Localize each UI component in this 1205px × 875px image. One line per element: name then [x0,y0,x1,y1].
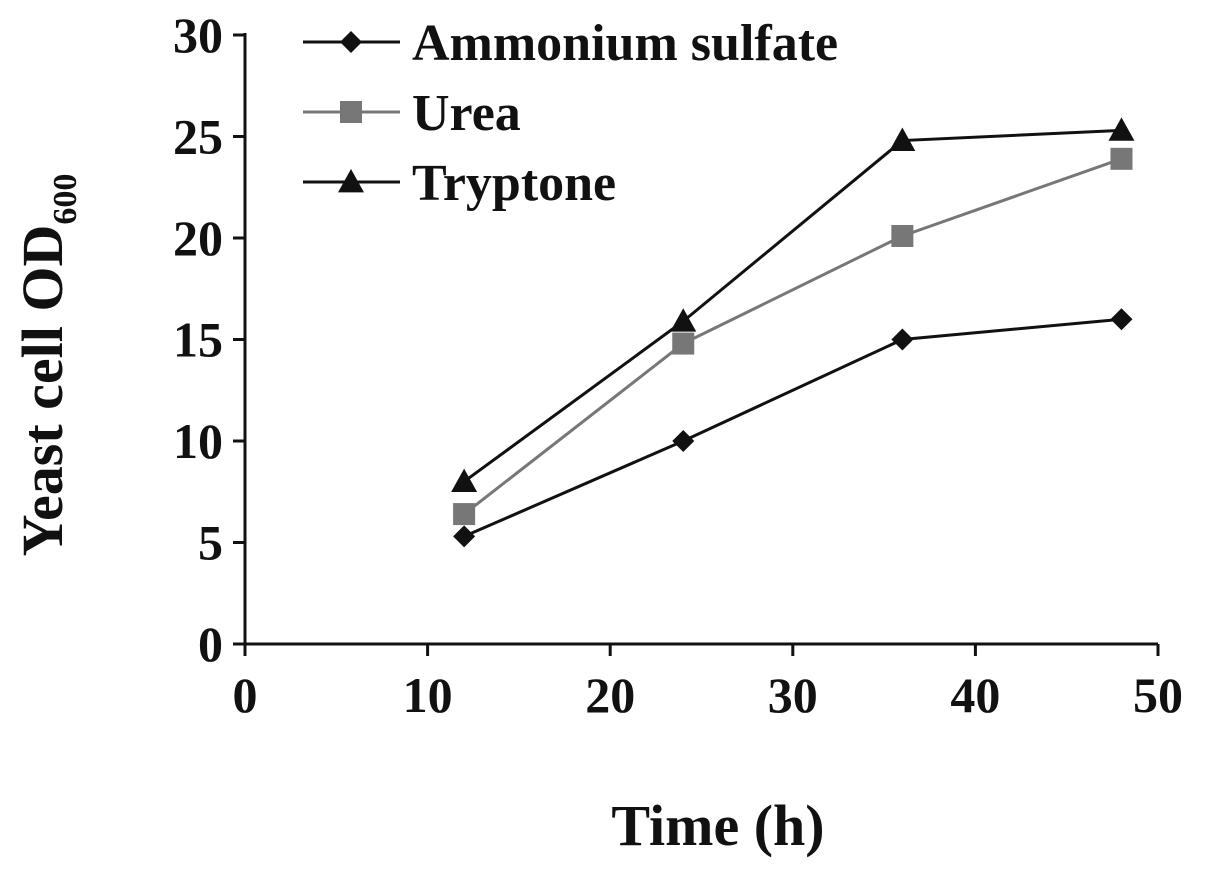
series-ammonium-sulfate [453,308,1133,548]
legend-item-tryptone: Tryptone [303,155,616,212]
y-tick-label: 30 [173,7,223,63]
y-tick-label: 5 [198,515,223,571]
data-point-ammonium-sulfate [672,430,695,452]
y-tick-label: 15 [173,312,223,368]
legend-marker [338,169,364,193]
series-line-urea [463,157,1122,516]
data-point-ammonium-sulfate [1110,308,1133,331]
x-tick-label: 0 [233,667,258,723]
series-line-tryptone [463,128,1122,483]
data-point-tryptone [1108,117,1135,141]
y-tick-label: 20 [173,210,223,266]
x-tick-label: 30 [768,667,818,723]
data-point-tryptone [889,127,916,151]
data-point-urea [453,503,476,526]
legend-item-ammonium-sulfate: Ammonium sulfate [303,15,838,72]
legend-item-urea: Urea [303,85,521,142]
y-tick-label: 10 [173,413,223,469]
x-tick-label: 50 [1133,667,1183,723]
legend-marker [340,101,362,123]
data-point-urea [1110,147,1133,170]
axes [243,33,1158,646]
y-axis-title: Yeast cell OD600 [10,174,84,557]
data-point-ammonium-sulfate [453,525,476,548]
y-axis-title-main: Yeast cell OD [10,225,75,557]
legend-label: Ammonium sulfate [412,15,838,72]
x-axis-title: Time (h) [611,793,824,858]
y-tick-label: 25 [173,109,223,165]
legend-label: Urea [412,85,521,142]
series-urea [453,147,1133,526]
x-tick-label: 20 [585,667,635,723]
series-layer [451,117,1135,548]
data-point-urea [672,332,695,355]
x-axis-ticks: 0 10 20 30 40 50 [233,644,1183,723]
legend-marker [340,31,362,53]
legend-label: Tryptone [412,155,616,212]
series-tryptone [451,117,1135,492]
series-line-ammonium-sulfate [463,317,1122,538]
data-point-urea [891,224,914,247]
y-axis-title-subscript: 600 [47,174,84,225]
legend: Ammonium sulfate Urea Tryptone [303,15,838,212]
data-point-tryptone [451,468,478,492]
y-axis-ticks: 0 5 10 15 20 25 30 [173,7,245,672]
data-point-ammonium-sulfate [891,328,914,351]
x-tick-label: 40 [950,667,1000,723]
x-tick-label: 10 [403,667,453,723]
y-tick-label: 0 [198,616,223,672]
data-point-tryptone [670,308,697,332]
